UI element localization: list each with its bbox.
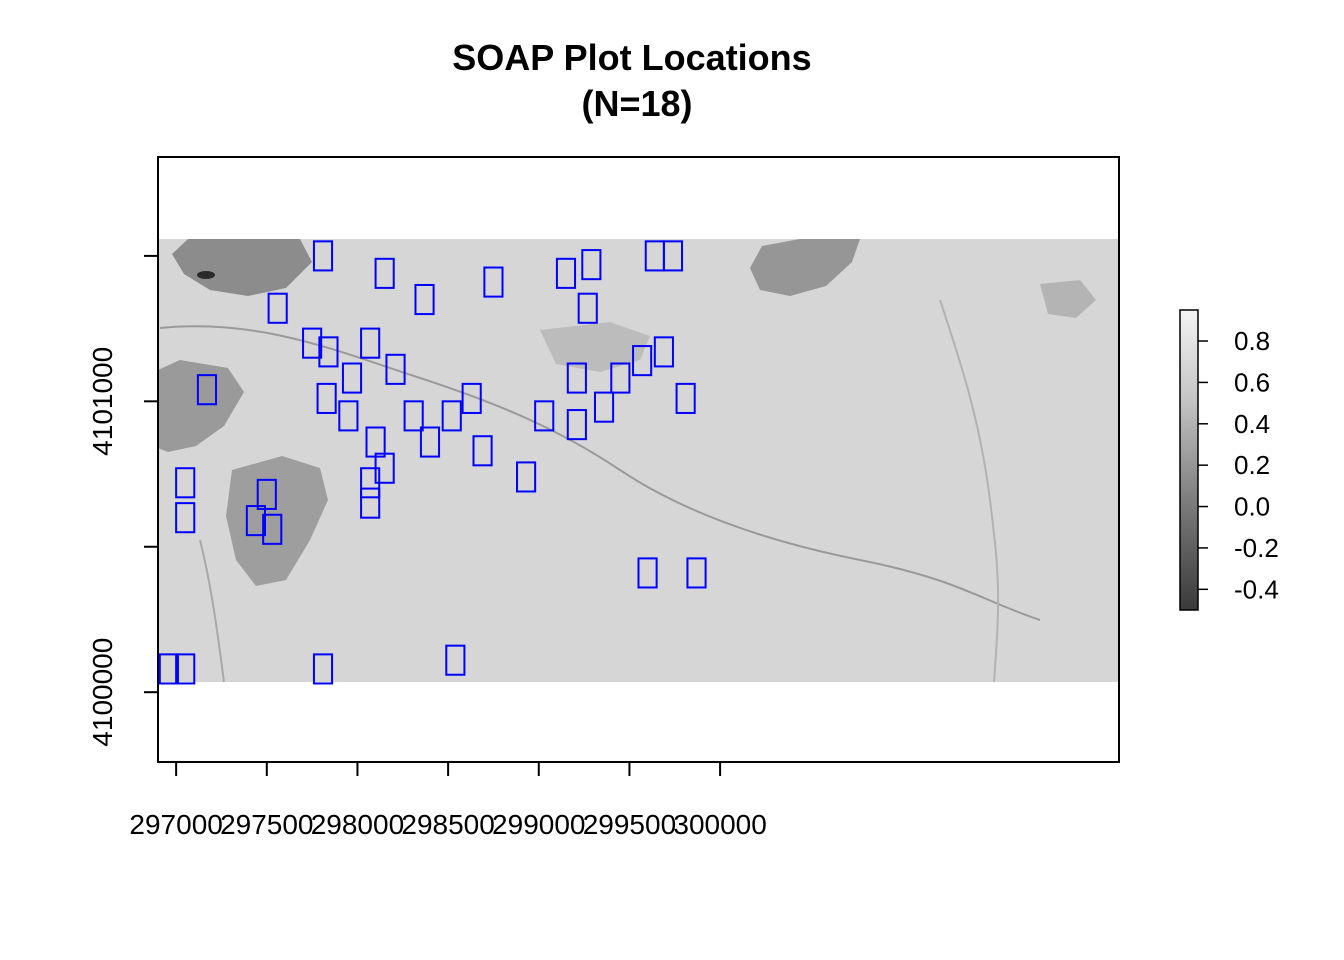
colorbar-tick-label: -0.2 (1234, 533, 1279, 563)
plot-marker (516, 461, 537, 493)
colorbar-tick-label: -0.4 (1234, 574, 1279, 604)
plot-marker (312, 240, 334, 272)
colorbar-ticks: 0.8 0.6 0.4 0.2 0.0 -0.2 -0.4 (1198, 326, 1279, 604)
x-tick-label: 297500 (220, 809, 313, 840)
plot-marker (632, 345, 653, 377)
plot-marker (245, 505, 266, 537)
plot-marker (360, 467, 381, 499)
plot-marker (472, 435, 493, 467)
plot-marker (267, 292, 288, 324)
plot-marker (577, 292, 598, 324)
plot-marker (341, 362, 363, 394)
x-tick-label: 298000 (311, 809, 404, 840)
plot-marker (385, 353, 406, 385)
x-tick-label: 297000 (129, 809, 222, 840)
x-tick-label: 298500 (401, 809, 494, 840)
plot-marker (445, 644, 466, 676)
y-axis: 4100000 4101000 (87, 254, 159, 747)
chart-subtitle: (N=18) (581, 83, 692, 124)
y-tick-label: 4100000 (87, 638, 118, 747)
plot-marker (483, 266, 504, 298)
plot-marker (256, 478, 277, 510)
plot-marker (302, 327, 323, 359)
plot-marker (316, 382, 337, 414)
plot-marker (175, 502, 196, 534)
y-tick-label: 4101000 (87, 347, 118, 456)
raster-road-3 (939, 299, 1000, 683)
plot-marker (566, 362, 587, 394)
plot-marker (175, 467, 196, 499)
plot-marker (374, 257, 395, 289)
plot-marker (662, 240, 684, 272)
plot-marker (461, 382, 482, 414)
plot-marker (403, 400, 424, 432)
plot-marker (312, 653, 334, 685)
x-tick-label: 299000 (492, 809, 585, 840)
x-tick-label: 300000 (673, 809, 766, 840)
plot-marker (262, 513, 283, 545)
plot-marker (555, 257, 577, 289)
plot-marker (419, 426, 441, 458)
chart-title: SOAP Plot Locations (452, 37, 811, 78)
plot-marker (158, 653, 179, 685)
raster-dark-patch-sw (226, 456, 328, 586)
plot-marker (566, 409, 587, 441)
raster-pond (197, 271, 215, 279)
raster-road-1 (159, 325, 1041, 621)
plot-marker (338, 400, 359, 432)
raster-dark-patch-nw (172, 239, 312, 296)
raster-image (158, 239, 1119, 683)
plot-marker (610, 362, 631, 394)
x-tick-label: 299500 (583, 809, 676, 840)
raster-dark-patch-ne (750, 239, 860, 296)
plot-markers (158, 240, 707, 685)
raster-dark-patch-e (1040, 280, 1096, 318)
raster-dark-patch-mid (540, 322, 650, 372)
plot-marker (653, 336, 674, 368)
colorbar (1179, 309, 1199, 611)
plot-marker (360, 327, 381, 359)
plot-marker (175, 653, 196, 685)
plot-marker (360, 487, 381, 519)
plot-marker (675, 382, 696, 414)
plot-marker (593, 391, 615, 423)
colorbar-tick-label: 0.8 (1234, 326, 1270, 356)
plot-marker (581, 249, 602, 281)
colorbar-tick-label: 0.6 (1234, 367, 1270, 397)
plot-marker (637, 557, 658, 589)
plot-marker (534, 400, 555, 432)
plot-marker (441, 400, 462, 432)
plot-marker (196, 374, 218, 406)
plot-marker (686, 557, 707, 589)
plot-marker (318, 336, 339, 368)
x-axis: 2970002975002980002985002990002995003000… (129, 761, 767, 840)
colorbar-legend: 0.8 0.6 0.4 0.2 0.0 -0.2 -0.4 (1179, 309, 1279, 611)
raster-road-2 (199, 539, 225, 683)
raster-base (158, 239, 1119, 682)
raster-dark-patch-w (158, 360, 244, 452)
colorbar-tick-label: 0.2 (1234, 450, 1270, 480)
plot-marker (414, 283, 435, 316)
colorbar-tick-label: 0.0 (1234, 492, 1270, 522)
colorbar-tick-label: 0.4 (1234, 409, 1270, 439)
